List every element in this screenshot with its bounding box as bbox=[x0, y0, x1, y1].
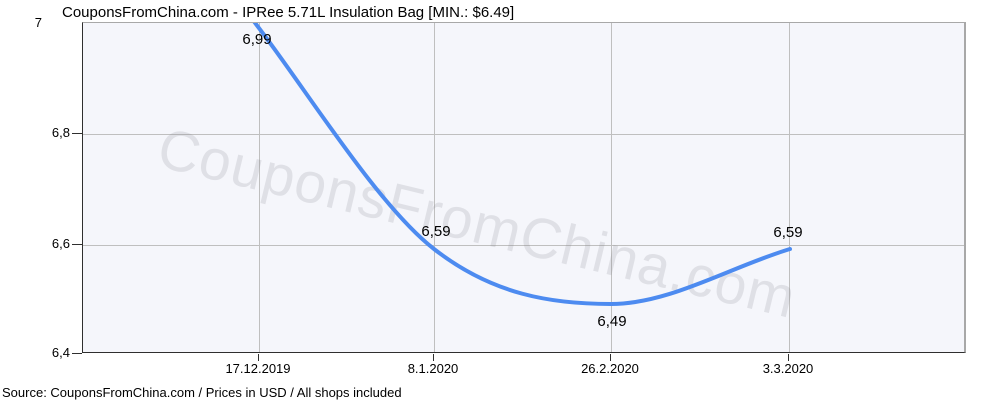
x-tick-mark bbox=[788, 354, 789, 361]
y-tick-mark bbox=[72, 133, 82, 134]
gridline-horizontal bbox=[83, 245, 964, 246]
y-axis-label-6-8: 6,8 bbox=[51, 125, 70, 140]
x-tick-mark bbox=[258, 354, 259, 361]
price-line-chart bbox=[252, 23, 792, 306]
x-tick-mark bbox=[610, 354, 611, 361]
y-axis-label-6-4: 6,4 bbox=[51, 345, 70, 360]
x-axis-label-3-3-2020: 3.3.2020 bbox=[762, 361, 814, 376]
x-axis-label-17-12-2019: 17.12.2019 bbox=[225, 361, 291, 376]
point-label-6-59b: 6,59 bbox=[773, 224, 803, 241]
gridline-vertical bbox=[434, 23, 435, 352]
y-axis-label-6-6: 6,6 bbox=[51, 236, 70, 251]
source-attribution: Source: CouponsFromChina.com / Prices in… bbox=[2, 385, 402, 400]
point-label-6-49: 6,49 bbox=[597, 313, 627, 330]
x-axis-label-8-1-2020: 8.1.2020 bbox=[407, 361, 459, 376]
gridline-vertical bbox=[259, 23, 260, 352]
y-axis-label-7: 7 bbox=[34, 15, 42, 30]
y-tick-mark bbox=[72, 353, 82, 354]
x-axis-label-26-2-2020: 26.2.2020 bbox=[581, 361, 639, 376]
point-label-6-99: 6,99 bbox=[242, 31, 272, 48]
x-tick-mark bbox=[433, 354, 434, 361]
point-label-6-59a: 6,59 bbox=[421, 223, 451, 240]
gridline-horizontal bbox=[83, 134, 964, 135]
y-tick-mark bbox=[72, 244, 82, 245]
gridline-vertical bbox=[789, 23, 790, 352]
price-line-path bbox=[252, 23, 792, 306]
plot-area: CouponsFromChina.com bbox=[82, 22, 966, 353]
gridline-vertical bbox=[611, 23, 612, 352]
chart-title: CouponsFromChina.com - IPRee 5.71L Insul… bbox=[62, 4, 515, 21]
